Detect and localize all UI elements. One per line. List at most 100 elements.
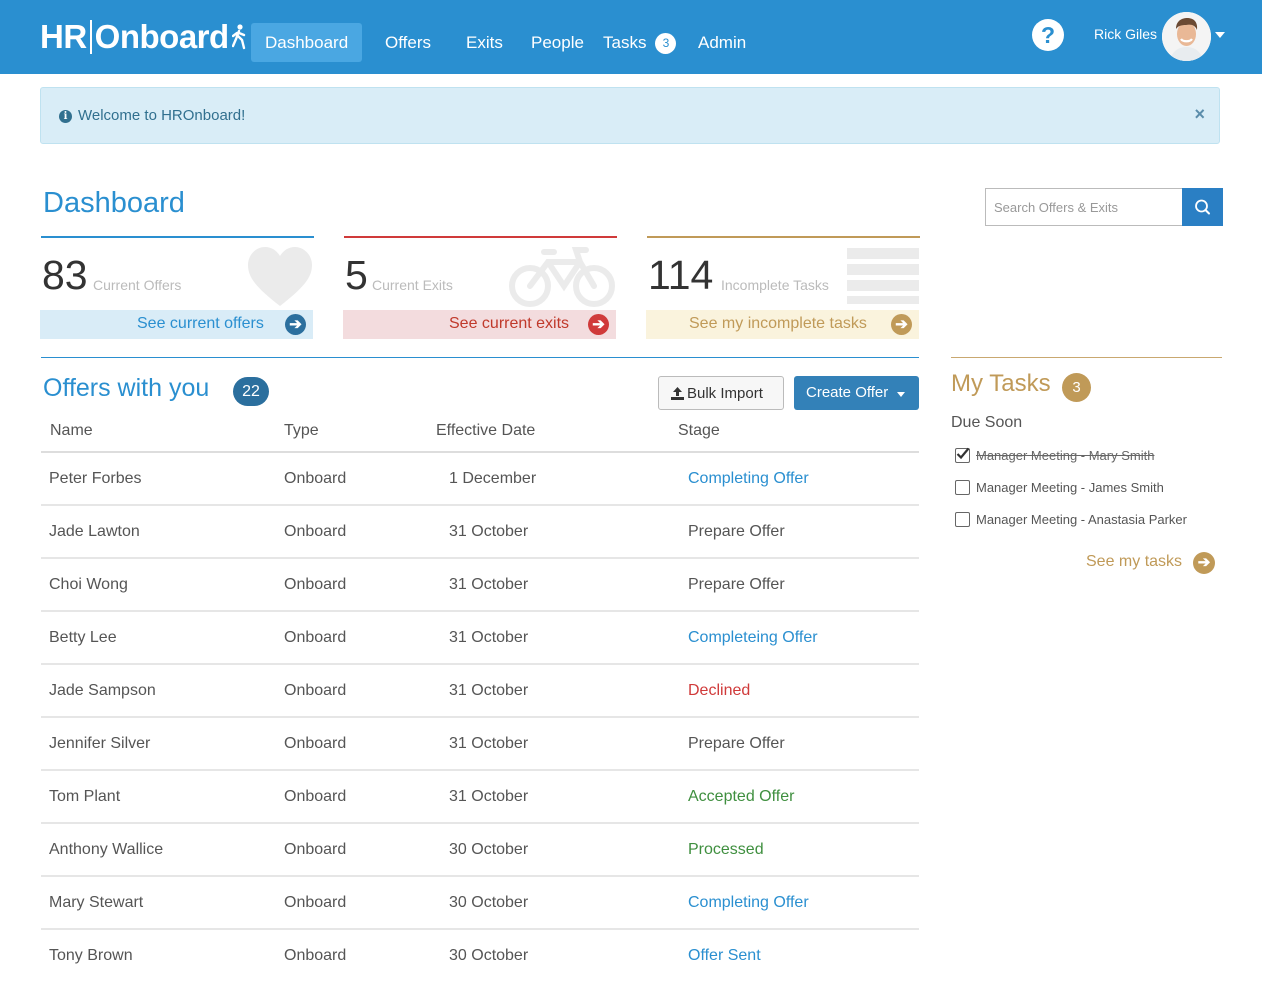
nav-admin-label: Admin xyxy=(698,33,747,52)
see-my-tasks-link[interactable]: See my tasks xyxy=(1086,553,1183,570)
cell-type: Onboard xyxy=(284,523,347,540)
see-incomplete-tasks-link[interactable]: See my incomplete tasks ➔ xyxy=(646,310,919,339)
current-exits-label: Current Exits xyxy=(372,277,453,293)
see-current-exits-link[interactable]: See current exits ➔ xyxy=(343,310,616,339)
task-checkbox[interactable] xyxy=(955,512,970,527)
create-offer-button[interactable]: Create Offer xyxy=(794,376,919,410)
task-label: Manager Meeting - Mary Smith xyxy=(976,448,1155,463)
incomplete-tasks-label: Incomplete Tasks xyxy=(721,277,829,293)
cell-name[interactable]: Peter Forbes xyxy=(49,470,142,487)
bulk-import-button[interactable]: Bulk Import xyxy=(658,376,784,410)
table-row[interactable]: Jennifer Silver Onboard 31 October Prepa… xyxy=(41,718,919,771)
incomplete-tasks-card: 114 Incomplete Tasks See my incomplete t… xyxy=(646,236,920,339)
cell-type: Onboard xyxy=(284,735,347,752)
table-row[interactable]: Jade Sampson Onboard 31 October Declined xyxy=(41,665,919,718)
checkmark-icon xyxy=(956,447,970,460)
column-header-stage[interactable]: Stage xyxy=(678,422,720,439)
cell-date: 31 October xyxy=(449,735,529,752)
table-row[interactable]: Jade Lawton Onboard 31 October Prepare O… xyxy=(41,506,919,559)
avatar-image xyxy=(1162,12,1211,61)
nav-exits-label: Exits xyxy=(466,33,503,52)
cell-name[interactable]: Mary Stewart xyxy=(49,894,144,911)
cell-type: Onboard xyxy=(284,470,347,487)
table-row[interactable]: Mary Stewart Onboard 30 October Completi… xyxy=(41,877,919,930)
cell-date: 31 October xyxy=(449,523,529,540)
see-current-offers-link[interactable]: See current offers ➔ xyxy=(40,310,313,339)
current-offers-count: 83 xyxy=(42,252,88,298)
nav-offers-label: Offers xyxy=(385,33,431,52)
cell-date: 1 December xyxy=(449,470,537,487)
task-checkbox[interactable] xyxy=(955,447,970,463)
nav-dashboard[interactable]: Dashboard xyxy=(251,23,363,62)
cell-type: Onboard xyxy=(284,682,347,699)
avatar[interactable] xyxy=(1162,12,1211,61)
nav-offers[interactable]: Offers xyxy=(371,23,445,62)
table-row[interactable]: Anthony Wallice Onboard 30 October Proce… xyxy=(41,824,919,877)
user-menu-caret-icon[interactable] xyxy=(1215,32,1225,38)
table-row[interactable]: Tom Plant Onboard 31 October Accepted Of… xyxy=(41,771,919,824)
offers-count-badge: 22 xyxy=(233,377,269,406)
arrow-right-icon: ➔ xyxy=(285,314,306,335)
nav-admin[interactable]: Admin xyxy=(684,23,760,62)
due-soon-heading: Due Soon xyxy=(951,414,1023,431)
see-incomplete-tasks-label: See my incomplete tasks xyxy=(689,315,867,332)
nav-people[interactable]: People xyxy=(517,23,598,62)
search-button[interactable] xyxy=(1182,188,1223,226)
cell-name[interactable]: Betty Lee xyxy=(49,629,117,646)
cell-date: 30 October xyxy=(449,947,529,964)
table-row[interactable]: Choi Wong Onboard 31 October Prepare Off… xyxy=(41,559,919,612)
cell-name[interactable]: Jade Lawton xyxy=(49,523,140,540)
cell-stage: Prepare Offer xyxy=(688,576,785,593)
cell-date: 31 October xyxy=(449,788,529,805)
heart-icon xyxy=(248,247,312,306)
cell-name[interactable]: Anthony Wallice xyxy=(49,841,164,858)
info-icon: i xyxy=(59,110,72,123)
nav-tasks[interactable]: Tasks 3 xyxy=(589,23,690,62)
logo-text-onboard: Onboard xyxy=(94,18,230,55)
list-icon xyxy=(847,248,919,304)
alert-message: Welcome to HROnboard! xyxy=(78,107,246,124)
incomplete-tasks-count: 114 xyxy=(648,252,714,298)
column-header-effective-date[interactable]: Effective Date xyxy=(436,422,536,439)
cell-stage: Declined xyxy=(688,682,751,699)
cell-name[interactable]: Jade Sampson xyxy=(49,682,156,699)
cell-stage[interactable]: Completing Offer xyxy=(688,894,809,911)
close-icon[interactable]: × xyxy=(1194,104,1205,124)
cell-name[interactable]: Tony Brown xyxy=(49,947,133,964)
upload-icon xyxy=(671,387,684,400)
create-offer-label: Create Offer xyxy=(806,384,889,401)
help-icon[interactable]: ? xyxy=(1032,19,1064,51)
search-box xyxy=(985,188,1223,226)
page-title: Dashboard xyxy=(43,187,185,219)
cell-name[interactable]: Jennifer Silver xyxy=(49,735,151,752)
user-name[interactable]: Rick Giles xyxy=(1094,26,1158,42)
column-header-name[interactable]: Name xyxy=(50,422,93,439)
table-row[interactable]: Tony Brown Onboard 30 October Offer Sent xyxy=(41,930,919,983)
see-current-offers-label: See current offers xyxy=(137,315,264,332)
current-offers-card: 83 Current Offers See current offers ➔ xyxy=(40,236,314,339)
bicycle-icon xyxy=(509,247,615,307)
cell-name[interactable]: Choi Wong xyxy=(49,576,128,593)
table-row[interactable]: Betty Lee Onboard 31 October Completeing… xyxy=(41,612,919,665)
hronboard-logo[interactable]: HR Onboard xyxy=(40,18,246,56)
nav-exits[interactable]: Exits xyxy=(452,23,517,62)
search-icon xyxy=(1195,199,1210,215)
task-checkbox[interactable] xyxy=(955,480,970,495)
cell-stage[interactable]: Completeing Offer xyxy=(688,629,818,646)
cell-stage[interactable]: Completing Offer xyxy=(688,470,809,487)
cell-stage[interactable]: Offer Sent xyxy=(688,947,761,964)
search-input[interactable] xyxy=(985,188,1183,226)
arrow-right-icon[interactable]: ➔ xyxy=(1193,552,1215,574)
column-header-type[interactable]: Type xyxy=(284,422,319,439)
cell-date: 30 October xyxy=(449,894,529,911)
welcome-alert: i Welcome to HROnboard! × xyxy=(40,87,1220,144)
cell-stage: Accepted Offer xyxy=(688,788,795,805)
cell-stage: Prepare Offer xyxy=(688,735,785,752)
my-tasks-count-badge: 3 xyxy=(1062,373,1091,402)
table-row[interactable]: Peter Forbes Onboard 1 December Completi… xyxy=(41,453,919,506)
chevron-down-icon[interactable] xyxy=(897,392,905,397)
top-navbar: HR Onboard Dashboard Offers Exits People… xyxy=(0,0,1262,74)
cell-stage: Processed xyxy=(688,841,764,858)
cell-name[interactable]: Tom Plant xyxy=(49,788,121,805)
task-label: Manager Meeting - Anastasia Parker xyxy=(976,512,1187,527)
